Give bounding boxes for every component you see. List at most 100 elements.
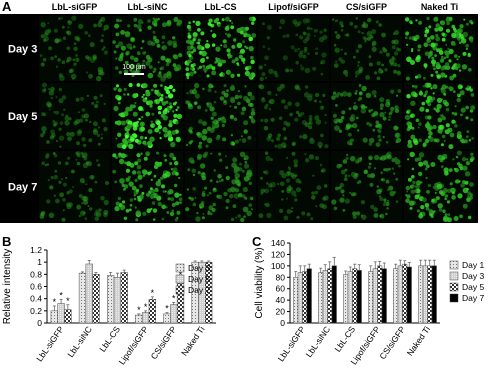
cell-dot (47, 22, 50, 25)
cell-dot (361, 105, 366, 110)
cell-dot (55, 110, 59, 115)
cell-dot (394, 156, 398, 161)
cell-dot (125, 177, 130, 182)
cell-dot (470, 152, 474, 156)
cell-dot (145, 151, 151, 157)
cell-dot (310, 27, 313, 30)
cell-dot (453, 29, 458, 33)
cell-dot (352, 211, 357, 216)
cell-dot (324, 121, 327, 124)
cell-dot (223, 84, 227, 88)
cell-dot (469, 196, 473, 200)
cell-dot (432, 92, 435, 95)
cell-dot (365, 92, 372, 99)
cell-dot (84, 217, 88, 221)
cell-dot (340, 116, 345, 120)
bar (120, 272, 128, 324)
cell-dot (299, 50, 304, 54)
cell-dot (332, 113, 337, 118)
cell-dot (215, 136, 220, 141)
cell-dot (427, 95, 433, 101)
cell-dot (394, 132, 400, 138)
x-tick-label: Naked Ti (179, 324, 206, 357)
cell-dot (458, 69, 462, 72)
cell-dot (391, 45, 396, 50)
cell-dot (230, 217, 235, 222)
cell-dot (192, 63, 196, 67)
cell-dot (186, 143, 189, 147)
bar (135, 314, 143, 324)
cell-dot (282, 34, 286, 39)
cell-dot (235, 216, 238, 219)
cell-dot (93, 95, 98, 100)
cell-dot (445, 17, 450, 23)
cell-dot (92, 129, 99, 135)
bar (393, 268, 399, 324)
cell-dot (171, 130, 176, 135)
cell-dot (418, 91, 424, 96)
cell-dot (231, 84, 235, 88)
cell-dot (440, 72, 446, 78)
cell-dot (251, 33, 257, 38)
cell-dot (48, 46, 53, 51)
cell-dot (169, 162, 173, 165)
cell-dot (343, 177, 348, 182)
cell-dot (427, 127, 432, 132)
cell-dot (264, 55, 269, 61)
cell-dot (388, 118, 391, 122)
bar (170, 304, 178, 324)
cell-dot (115, 137, 118, 140)
cell-dot (62, 197, 66, 202)
cell-dot (244, 160, 248, 164)
cell-dot (227, 70, 231, 75)
cell-dot (331, 199, 337, 205)
cell-dot (116, 120, 122, 126)
cell-dot (333, 43, 337, 47)
cell-dot (136, 170, 141, 175)
y-tick-label: 80 (276, 272, 286, 282)
cell-dot (407, 142, 413, 148)
cell-dot (462, 165, 468, 171)
cell-dot (75, 57, 80, 62)
cell-dot (103, 209, 109, 215)
cell-dot (168, 122, 173, 128)
bar (297, 272, 303, 324)
cell-dot (154, 90, 159, 95)
cell-dot (349, 155, 356, 162)
cell-dot (231, 179, 237, 185)
cell-dot (186, 76, 190, 80)
cell-dot (225, 175, 230, 180)
cell-dot (123, 93, 126, 96)
cell-dot (335, 186, 339, 191)
cell-dot (247, 91, 252, 97)
cell-dot (264, 105, 268, 110)
cell-dot (79, 118, 84, 123)
cell-dot (190, 197, 194, 201)
cell-dot (372, 128, 376, 132)
cell-dot (162, 56, 166, 60)
cell-dot (431, 59, 436, 65)
cell-dot (361, 214, 367, 220)
cell-dot (294, 174, 298, 177)
cell-dot (161, 35, 166, 40)
cell-dot (421, 101, 426, 106)
cell-dot (444, 101, 449, 107)
cell-dot (61, 17, 64, 20)
cell-dot (61, 95, 67, 100)
cell-dot (141, 95, 144, 99)
cell-dot (123, 87, 127, 91)
cell-dot (339, 197, 345, 203)
cell-dot (314, 99, 318, 103)
cell-dot (75, 54, 78, 57)
cell-dot (199, 51, 202, 54)
cell-dot (296, 215, 300, 219)
cell-dot (425, 108, 430, 113)
cell-dot (171, 209, 174, 213)
cell-dot (451, 111, 455, 115)
cell-dot (124, 135, 129, 139)
cell-dot (93, 103, 99, 109)
cell-dot (47, 179, 50, 182)
cell-dot (220, 178, 224, 182)
cell-dot (315, 205, 318, 208)
cell-dot (217, 174, 222, 179)
